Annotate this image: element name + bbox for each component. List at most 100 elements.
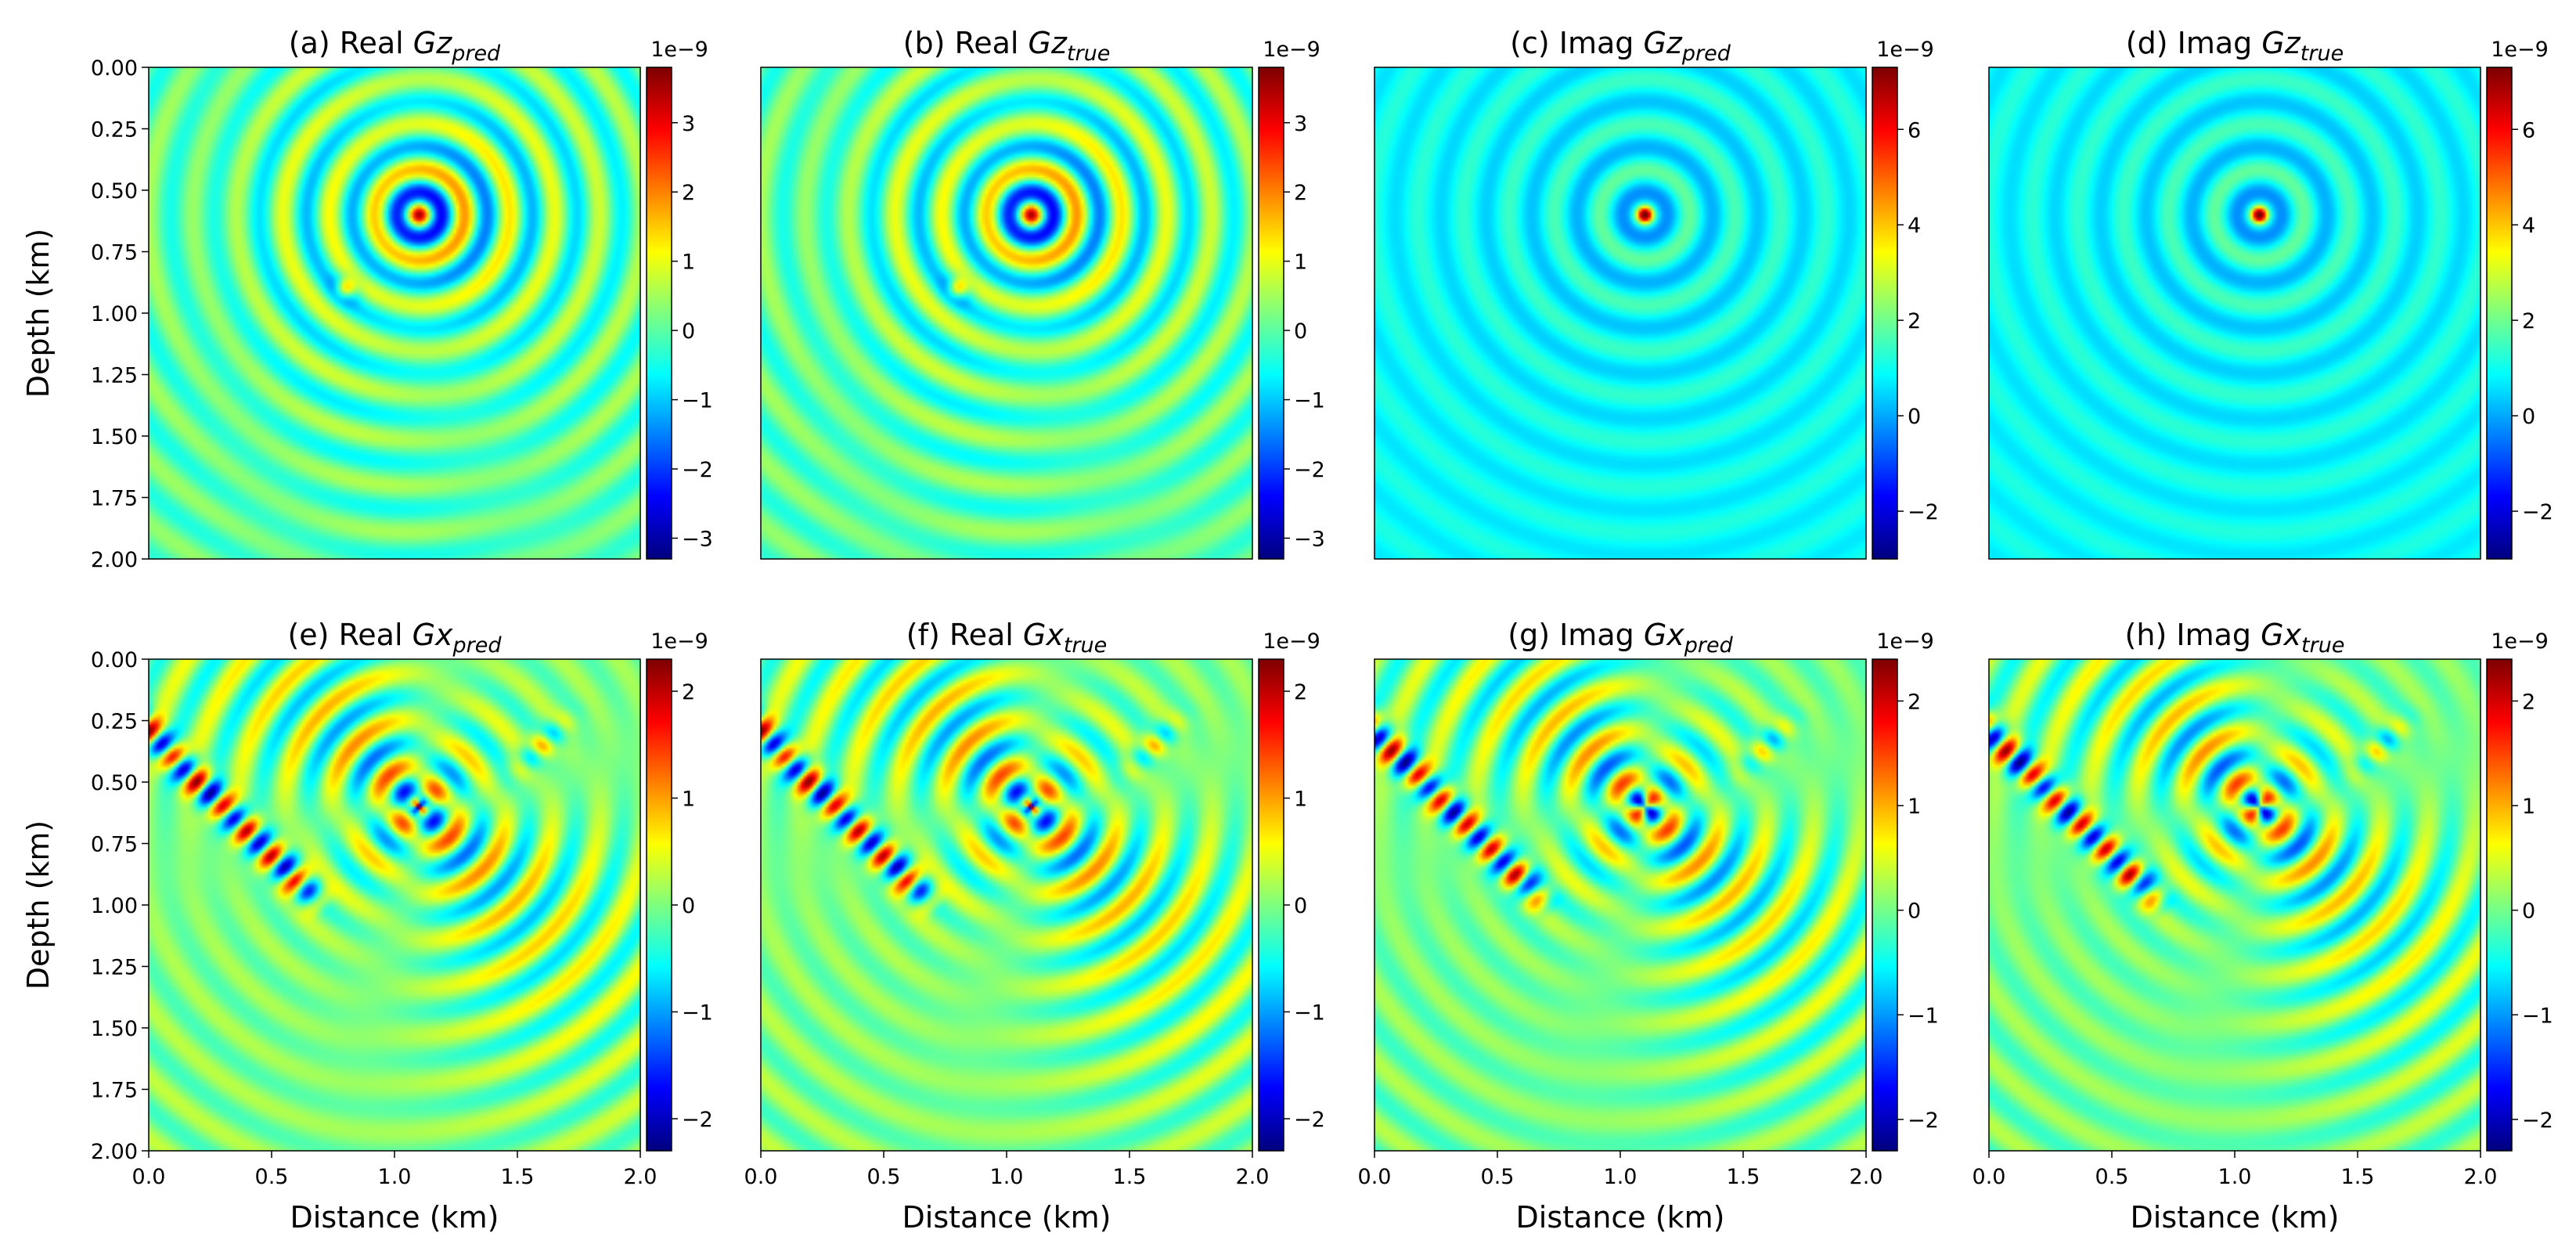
colorbar-tick-label: −1	[1908, 1004, 1939, 1028]
colorbar-tick-label: −2	[2522, 1109, 2553, 1133]
x-tick-label: 0.5	[867, 1165, 901, 1189]
x-axis-label: Distance (km)	[1516, 1200, 1725, 1235]
panel-title-var: Gz	[1643, 26, 1682, 60]
x-tick-label: 1.5	[501, 1165, 535, 1189]
colorbar-tick-label: −3	[682, 527, 713, 551]
colorbar-g	[1872, 659, 1897, 1151]
colorbar-tick-label: 0	[682, 894, 695, 918]
y-tick-label: 0.25	[91, 710, 138, 734]
panel-title-c: (c) Imag Gzpred	[1510, 26, 1731, 66]
x-tick-label: 1.5	[1727, 1165, 1760, 1189]
panel-title-prefix: (b) Real	[903, 26, 1029, 60]
colorbar-d	[2487, 67, 2512, 559]
colorbar-tick-label: 0	[1294, 894, 1307, 918]
colorbar-c	[1872, 67, 1897, 559]
panel-title-prefix: (h) Imag	[2125, 618, 2261, 652]
panel-title-f: (f) Real Gxtrue	[906, 618, 1107, 658]
colorbar-tick-label: 1	[1294, 787, 1307, 811]
x-axis-label: Distance (km)	[903, 1200, 1111, 1235]
colorbar-tick-label: 2	[1294, 181, 1307, 205]
x-axis-label: Distance (km)	[2131, 1200, 2340, 1235]
panel-c: (c) Imag Gzpred −2 0 2 4 6 1e−9	[1374, 26, 1939, 560]
colorbar-frame	[1258, 67, 1284, 560]
colorbar-tick-label: −1	[2522, 1004, 2553, 1028]
x-tick-label: 2.0	[1850, 1165, 1883, 1189]
colorbar-tick-label: 1	[1908, 795, 1921, 819]
heatmap-f	[761, 659, 1252, 1151]
colorbar-tick-label: 0	[2522, 899, 2535, 924]
panel-title-sub: pred	[452, 633, 503, 658]
colorbar-tick-label: 2	[682, 680, 695, 705]
x-tick-label: 2.0	[2464, 1165, 2498, 1189]
x-tick-label: 2.0	[624, 1165, 658, 1189]
x-tick-label: 1.0	[990, 1165, 1024, 1189]
colorbar-scale-label: 1e−9	[1876, 629, 1934, 654]
panel-title-var: Gx	[2261, 618, 2301, 652]
colorbar-tick-label: 2	[2522, 690, 2535, 714]
panel-title-sub: pred	[1684, 633, 1734, 658]
y-tick-label: 1.50	[91, 425, 138, 449]
colorbar-frame	[646, 67, 672, 560]
colorbar-frame	[2486, 658, 2513, 1152]
y-tick-label: 2.00	[91, 1140, 138, 1164]
colorbar-tick-label: −1	[682, 1001, 713, 1026]
panel-title-var: Gx	[1023, 618, 1064, 652]
y-tick-label: 0.75	[91, 241, 138, 265]
panel-title-prefix: (d) Imag	[2126, 26, 2262, 60]
panel-title-sub: true	[2300, 41, 2344, 66]
colorbar-frame	[1872, 658, 1898, 1152]
y-tick-label: 0.00	[91, 648, 138, 672]
panel-title-prefix: (c) Imag	[1510, 26, 1643, 60]
x-tick-label: 0.0	[1358, 1165, 1392, 1189]
colorbar-tick-label: 1	[682, 251, 695, 275]
panel-title-sub: true	[1064, 633, 1107, 658]
panel-title-sub: true	[1067, 41, 1110, 66]
y-tick-label: 1.50	[91, 1017, 138, 1041]
colorbar-tick-label: 0	[1908, 899, 1921, 924]
panel-title-var: Gx	[413, 618, 453, 652]
heatmap-d	[1989, 67, 2481, 559]
x-tick-label: 1.0	[2218, 1165, 2252, 1189]
colorbar-tick-label: −2	[1294, 458, 1325, 482]
colorbar-f	[1259, 659, 1284, 1151]
colorbar-scale-label: 1e−9	[1876, 38, 1934, 62]
x-tick-label: 0.5	[255, 1165, 289, 1189]
y-axis-label: Depth (km)	[21, 229, 56, 398]
colorbar-tick-label: 4	[1908, 214, 1921, 238]
panel-title-sub: pred	[1681, 41, 1731, 66]
colorbar-tick-label: 2	[1294, 680, 1307, 705]
y-tick-label: 1.25	[91, 364, 138, 388]
colorbar-tick-label: 0	[682, 319, 695, 344]
colorbar-scale-label: 1e−9	[650, 629, 708, 654]
colorbar-tick-label: −2	[682, 1108, 713, 1132]
panel-a: (a) Real Gzpred 0.00 0.25 0.50 0.75 1.00 1.25 1…	[21, 26, 713, 572]
colorbar-tick-label: 2	[682, 181, 695, 205]
x-tick-label: 1.5	[2341, 1165, 2375, 1189]
colorbar-scale-label: 1e−9	[2491, 629, 2549, 654]
panel-f: (f) Real Gxtrue 0.0 0.5 1.0 1.5 2.0 Distance (…	[744, 618, 1325, 1235]
panel-title-prefix: (e) Real	[287, 618, 412, 652]
colorbar-scale-label: 1e−9	[650, 38, 708, 62]
colorbar-frame	[1872, 67, 1898, 560]
colorbar-tick-label: −3	[1294, 527, 1325, 551]
panel-title-e: (e) Real Gxpred	[287, 618, 502, 658]
x-tick-label: 0.5	[1481, 1165, 1515, 1189]
colorbar-b	[1259, 67, 1284, 559]
panel-title-a: (a) Real Gzpred	[289, 26, 501, 66]
colorbar-tick-label: 1	[2522, 795, 2535, 819]
colorbar-h	[2487, 659, 2512, 1151]
heatmap-g	[1374, 659, 1866, 1151]
heatmap-h	[1989, 659, 2481, 1151]
colorbar-tick-label: 2	[1908, 309, 1921, 333]
plot-frame-c	[1374, 67, 1867, 560]
panel-b: (b) Real Gztrue −3 −2 −1 0 1 2 3 1e−9	[760, 26, 1325, 560]
colorbar-tick-label: 4	[2522, 214, 2535, 238]
colorbar-tick-label: −2	[1294, 1108, 1325, 1132]
y-tick-label: 1.00	[91, 302, 138, 326]
x-tick-label: 2.0	[1236, 1165, 1270, 1189]
colorbar-tick-label: 3	[682, 112, 695, 136]
colorbar-tick-label: −1	[1294, 1001, 1325, 1026]
panel-title-b: (b) Real Gztrue	[903, 26, 1111, 66]
panel-d: (d) Imag Gztrue −2 0 2 4 6 1e−9	[1988, 26, 2553, 560]
